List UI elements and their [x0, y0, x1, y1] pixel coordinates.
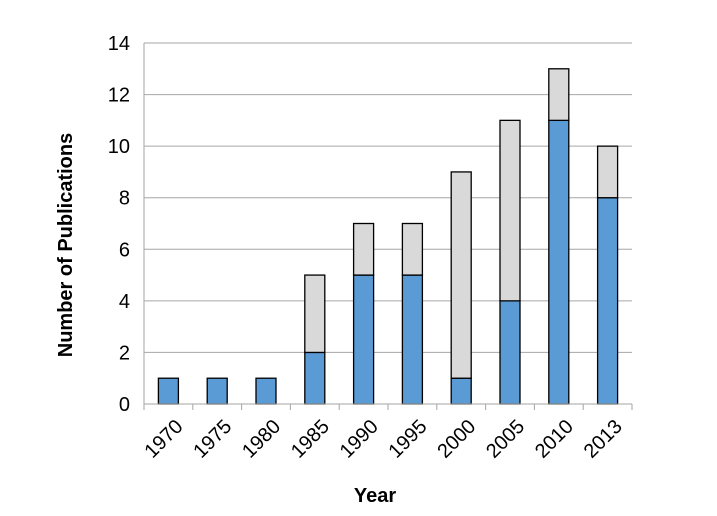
bar-segment-1985-series-1 — [304, 351, 326, 405]
x-tick-label: 1975 — [189, 416, 236, 463]
x-tick-labels: 1970 1975 1980 1985 1990 1995 2000 2005 2010 2013 — [141, 416, 627, 463]
y-tick-label: 8 — [119, 188, 130, 210]
bar-segment-2005-series-2 — [499, 119, 521, 302]
x-tick-label: 1985 — [287, 416, 334, 463]
bar-segment-2013-series-1 — [596, 197, 619, 405]
y-tick-label: 10 — [108, 136, 130, 158]
bar-segment-1980-series-1 — [255, 377, 277, 405]
y-axis-title: Number of Publications — [55, 133, 77, 357]
x-tick-label: 1990 — [336, 416, 383, 463]
x-tick-label: 1995 — [385, 416, 432, 463]
y-tick-label: 4 — [119, 291, 130, 313]
y-tick-label: 6 — [119, 239, 130, 261]
bar-segment-1985-series-2 — [304, 274, 326, 354]
y-tick-label: 0 — [119, 394, 130, 416]
y-tick-label: 14 — [108, 33, 130, 55]
bar-segment-1970-series-1 — [157, 377, 180, 405]
x-tick-label: 2005 — [482, 416, 529, 463]
bar-segment-1975-series-1 — [206, 377, 228, 405]
bar-segment-1995-series-2 — [401, 222, 424, 276]
x-tick-label: 2010 — [531, 416, 578, 463]
axes — [143, 43, 633, 410]
gridlines — [144, 42, 632, 353]
y-tick-label: 12 — [108, 85, 130, 107]
x-tick-label: 2013 — [580, 416, 627, 463]
x-tick-label: 1970 — [141, 416, 188, 463]
bar-segment-2005-series-1 — [499, 300, 521, 405]
bar-stacks — [157, 68, 619, 405]
y-tick-label: 2 — [119, 342, 130, 364]
y-tick-labels: 0 2 4 6 8 10 12 14 — [108, 33, 130, 416]
x-tick-label: 2000 — [433, 416, 480, 463]
bar-segment-2000-series-1 — [450, 377, 472, 405]
x-tick-label: 1980 — [238, 416, 285, 463]
x-axis-title: Year — [354, 485, 396, 507]
bar-segment-1990-series-1 — [352, 274, 375, 405]
bar-segment-2010-series-1 — [548, 119, 570, 405]
bar-segment-2010-series-2 — [548, 68, 570, 122]
bar-segment-1995-series-1 — [401, 274, 424, 405]
bar-segment-2013-series-2 — [596, 145, 619, 199]
bar-segment-1990-series-2 — [352, 222, 375, 276]
bar-segment-2000-series-2 — [450, 171, 472, 379]
